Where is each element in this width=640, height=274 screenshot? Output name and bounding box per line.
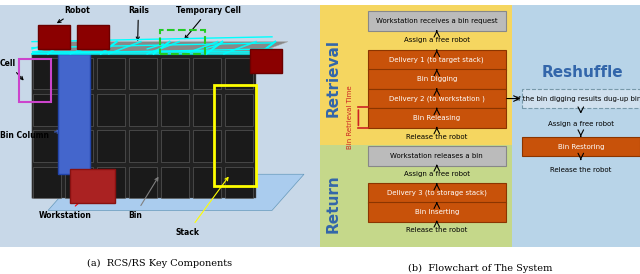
FancyBboxPatch shape bbox=[58, 54, 90, 174]
FancyBboxPatch shape bbox=[65, 167, 93, 198]
FancyBboxPatch shape bbox=[97, 130, 125, 162]
Text: Return: Return bbox=[325, 174, 340, 233]
FancyBboxPatch shape bbox=[368, 146, 506, 166]
FancyBboxPatch shape bbox=[65, 58, 93, 89]
FancyBboxPatch shape bbox=[33, 94, 61, 125]
FancyBboxPatch shape bbox=[225, 167, 253, 198]
FancyBboxPatch shape bbox=[33, 167, 61, 198]
Text: Retrieval: Retrieval bbox=[325, 39, 340, 117]
FancyBboxPatch shape bbox=[250, 49, 282, 73]
FancyBboxPatch shape bbox=[129, 94, 157, 125]
FancyBboxPatch shape bbox=[161, 94, 189, 125]
Text: Workstation: Workstation bbox=[38, 196, 92, 220]
FancyBboxPatch shape bbox=[320, 5, 512, 145]
FancyBboxPatch shape bbox=[70, 169, 115, 203]
FancyBboxPatch shape bbox=[522, 137, 640, 156]
Text: Bin Inserting: Bin Inserting bbox=[415, 209, 459, 215]
FancyBboxPatch shape bbox=[522, 89, 640, 109]
Text: Delivery 2 (to workstation ): Delivery 2 (to workstation ) bbox=[389, 95, 484, 102]
Text: Robot: Robot bbox=[58, 6, 90, 22]
FancyBboxPatch shape bbox=[193, 58, 221, 89]
FancyBboxPatch shape bbox=[0, 5, 320, 247]
FancyBboxPatch shape bbox=[320, 145, 512, 247]
FancyBboxPatch shape bbox=[225, 58, 253, 89]
Polygon shape bbox=[48, 174, 304, 210]
Text: Release the robot: Release the robot bbox=[406, 134, 467, 140]
Text: Delivery 1 (to target stack): Delivery 1 (to target stack) bbox=[390, 56, 484, 63]
Text: Release the robot: Release the robot bbox=[550, 167, 611, 173]
FancyBboxPatch shape bbox=[161, 167, 189, 198]
FancyBboxPatch shape bbox=[97, 94, 125, 125]
FancyBboxPatch shape bbox=[368, 108, 506, 128]
Text: Bin: Bin bbox=[128, 178, 158, 220]
FancyBboxPatch shape bbox=[97, 58, 125, 89]
FancyBboxPatch shape bbox=[161, 58, 189, 89]
FancyBboxPatch shape bbox=[129, 130, 157, 162]
Text: Assign a free robot: Assign a free robot bbox=[404, 171, 470, 177]
Text: Release the robot: Release the robot bbox=[406, 227, 467, 233]
FancyBboxPatch shape bbox=[161, 130, 189, 162]
Text: Assign a free robot: Assign a free robot bbox=[404, 37, 470, 43]
Text: Rails: Rails bbox=[128, 6, 149, 40]
FancyBboxPatch shape bbox=[65, 94, 93, 125]
Polygon shape bbox=[32, 42, 288, 54]
FancyBboxPatch shape bbox=[368, 202, 506, 221]
Text: Assign a free robot: Assign a free robot bbox=[548, 121, 614, 127]
Polygon shape bbox=[32, 54, 256, 198]
Text: Bin Restoring: Bin Restoring bbox=[557, 144, 604, 150]
FancyBboxPatch shape bbox=[225, 130, 253, 162]
FancyBboxPatch shape bbox=[129, 167, 157, 198]
Text: Delivery 3 (to storage stack): Delivery 3 (to storage stack) bbox=[387, 190, 487, 196]
FancyBboxPatch shape bbox=[512, 5, 640, 247]
FancyBboxPatch shape bbox=[368, 11, 506, 31]
Text: Reshuffle: Reshuffle bbox=[541, 65, 623, 81]
Text: (b)  Flowchart of The System: (b) Flowchart of The System bbox=[408, 264, 552, 273]
FancyBboxPatch shape bbox=[129, 58, 157, 89]
FancyBboxPatch shape bbox=[368, 50, 506, 70]
Text: (a)  RCS/RS Key Components: (a) RCS/RS Key Components bbox=[88, 259, 232, 268]
FancyBboxPatch shape bbox=[33, 58, 61, 89]
FancyBboxPatch shape bbox=[368, 89, 506, 109]
Text: If the bin digging results dug-up bins: If the bin digging results dug-up bins bbox=[516, 96, 640, 102]
Text: Bin Digging: Bin Digging bbox=[417, 76, 457, 82]
FancyBboxPatch shape bbox=[77, 25, 109, 49]
Text: Workstation releases a bin: Workstation releases a bin bbox=[390, 153, 483, 159]
Text: Stack: Stack bbox=[176, 178, 228, 236]
FancyBboxPatch shape bbox=[33, 130, 61, 162]
FancyBboxPatch shape bbox=[368, 183, 506, 203]
Text: Cell: Cell bbox=[0, 59, 23, 80]
Text: Bin Releasing: Bin Releasing bbox=[413, 115, 460, 121]
Text: Bin Retrieval Time: Bin Retrieval Time bbox=[348, 86, 353, 149]
FancyBboxPatch shape bbox=[38, 25, 70, 49]
FancyBboxPatch shape bbox=[193, 130, 221, 162]
FancyBboxPatch shape bbox=[368, 69, 506, 89]
FancyBboxPatch shape bbox=[225, 94, 253, 125]
Polygon shape bbox=[32, 42, 64, 198]
Text: Workstation receives a bin request: Workstation receives a bin request bbox=[376, 18, 498, 24]
FancyBboxPatch shape bbox=[65, 130, 93, 162]
Text: Temporary Cell: Temporary Cell bbox=[176, 6, 241, 39]
FancyBboxPatch shape bbox=[97, 167, 125, 198]
Text: Bin Column: Bin Column bbox=[0, 130, 60, 140]
FancyBboxPatch shape bbox=[193, 94, 221, 125]
FancyBboxPatch shape bbox=[193, 167, 221, 198]
